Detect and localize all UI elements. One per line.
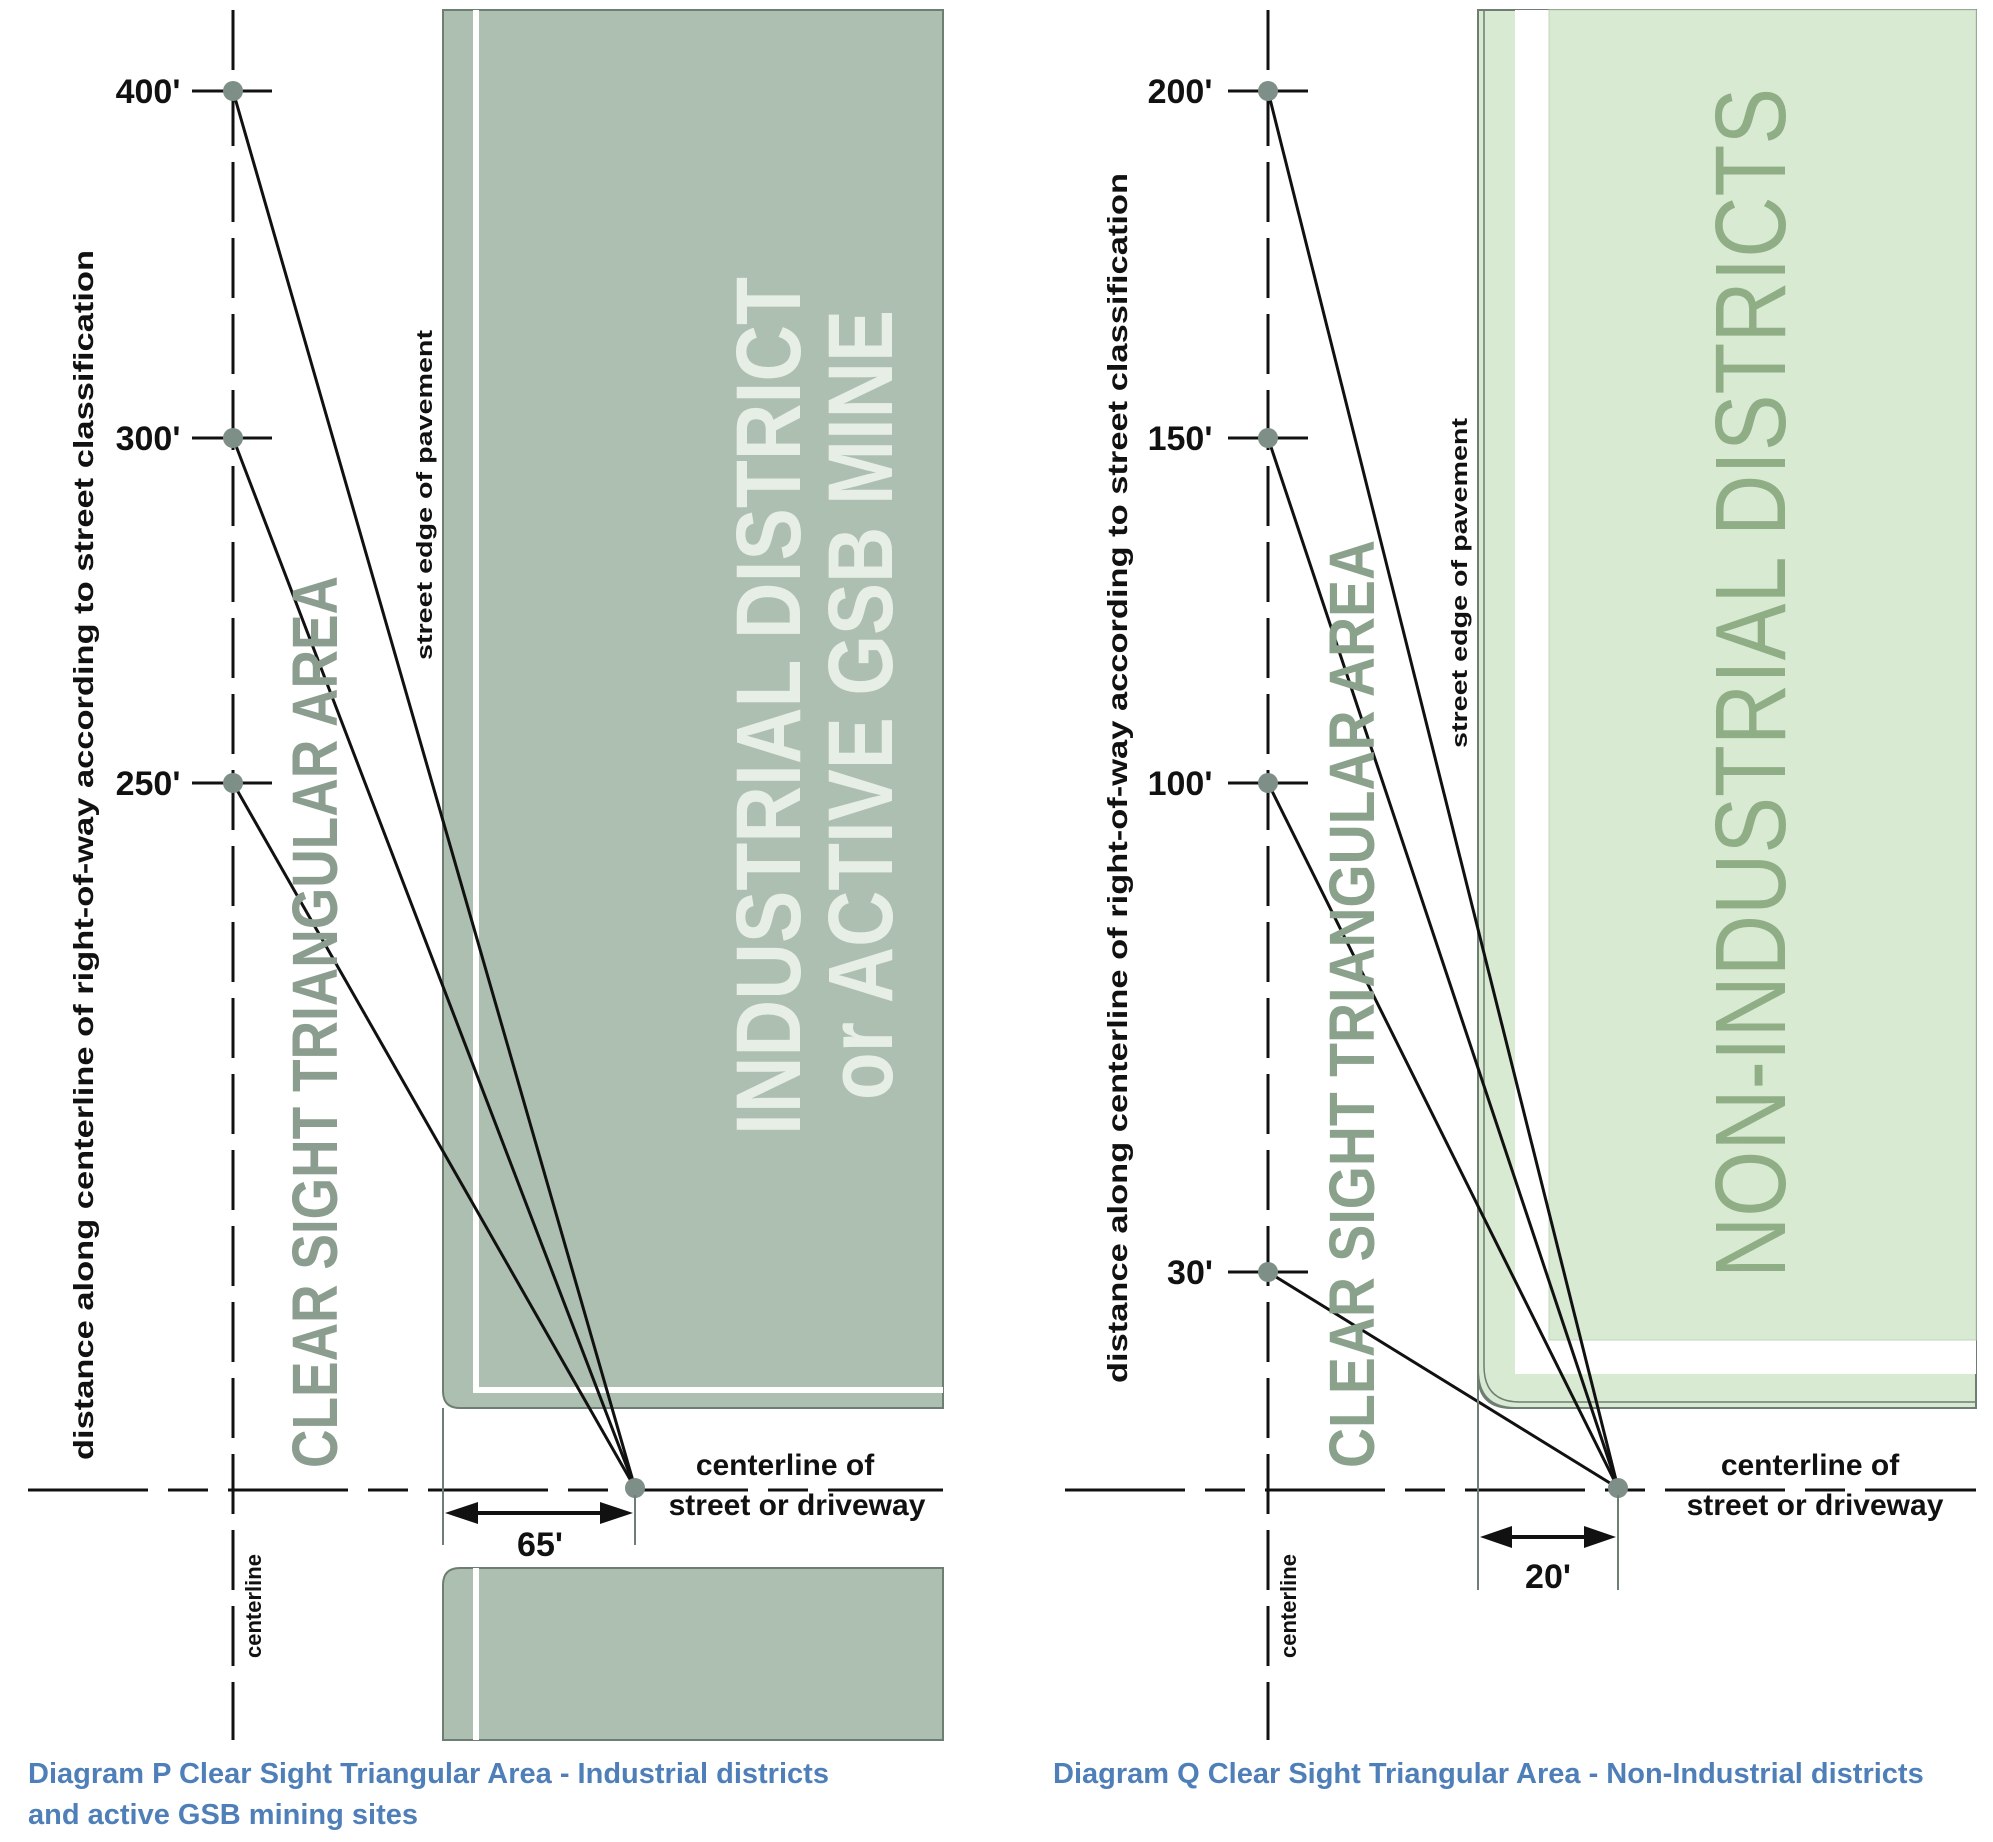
street-label-p-line1: centerline of — [696, 1449, 875, 1482]
vertex-dot-150 — [1258, 428, 1278, 448]
tick-label-30: 30' — [1167, 1254, 1213, 1292]
diagram-p: 400' 300' 250' distance along centerline… — [28, 9, 944, 1741]
axis-label-q: distance along centerline of right-of-wa… — [1102, 173, 1133, 1383]
district-label-p-line2: or ACTIVE GSB MINE — [810, 310, 912, 1100]
pavement-label-q: street edge of pavement — [1447, 417, 1472, 748]
clear-sight-label-p: CLEAR SIGHT TRIANGULAR AREA — [279, 576, 351, 1468]
vertex-dot-250 — [223, 773, 243, 793]
caption-p-line2: and active GSB mining sites — [28, 1799, 418, 1831]
industrial-block-lower — [442, 1567, 944, 1741]
sight-line-150 — [1266, 437, 1620, 1489]
industrial-block-upper — [442, 9, 944, 1409]
centerline-label-p: centerline — [241, 1554, 266, 1658]
tick-label-250: 250' — [116, 765, 181, 803]
clear-sight-label-q: CLEAR SIGHT TRIANGULAR AREA — [1316, 540, 1388, 1468]
street-label-p-line2: street or driveway — [669, 1489, 926, 1522]
tick-label-200: 200' — [1148, 73, 1213, 111]
non-industrial-inner-block — [1548, 9, 1977, 1341]
district-label-q: NON-INDUSTRIAL DISTRICTS — [1695, 88, 1807, 1278]
diagram-q: 200' 150' 100' 30' distance along center… — [1065, 9, 1977, 1740]
pavement-edge-line-p — [473, 10, 943, 1393]
dimension-label-p: 65' — [517, 1526, 563, 1564]
district-label-p-line1: INDUSTRIAL DISTRICT — [718, 277, 820, 1135]
vertex-dot-30 — [1258, 1262, 1278, 1282]
tick-label-150: 150' — [1148, 420, 1213, 458]
sight-line-30 — [1267, 1270, 1619, 1490]
dimension-arrow-left-p — [445, 1502, 478, 1524]
sight-line-250 — [231, 782, 637, 1489]
white-strip-vertical-q — [1515, 10, 1549, 1340]
street-label-q-line2: street or driveway — [1687, 1489, 1944, 1522]
centerline-label-q: centerline — [1276, 1554, 1301, 1658]
tick-label-100: 100' — [1148, 765, 1213, 803]
caption-diagram-q: Diagram Q Clear Sight Triangular Area - … — [1053, 1754, 1983, 1795]
tick-label-400: 400' — [116, 73, 181, 111]
sight-line-100 — [1266, 782, 1620, 1489]
dimension-arrow-left-q — [1480, 1526, 1512, 1548]
dimension-arrow-right-q — [1584, 1526, 1616, 1548]
pavement-edge-curve-q-inner — [1483, 10, 1976, 1403]
tick-label-300: 300' — [116, 420, 181, 458]
axis-label-p: distance along centerline of right-of-wa… — [68, 250, 99, 1460]
sight-line-300 — [231, 437, 637, 1489]
sight-line-200 — [1266, 90, 1620, 1489]
white-corner-q — [1515, 1340, 1549, 1374]
vertex-dot-100 — [1258, 773, 1278, 793]
vertex-dot-300 — [223, 428, 243, 448]
vertex-dot-400 — [223, 81, 243, 101]
pavement-label-p: street edge of pavement — [412, 329, 437, 660]
street-label-q-line1: centerline of — [1721, 1449, 1900, 1482]
dimension-arrow-right-p — [600, 1502, 633, 1524]
sight-line-400 — [231, 90, 637, 1489]
white-strip-horizontal-q — [1549, 1340, 1976, 1374]
vertex-dot-corner-q — [1608, 1478, 1628, 1498]
vertex-dot-corner-p — [625, 1478, 645, 1498]
caption-diagram-p: Diagram P Clear Sight Triangular Area - … — [28, 1754, 928, 1836]
dimension-label-q: 20' — [1525, 1558, 1571, 1596]
vertex-dot-200 — [1258, 81, 1278, 101]
caption-q-line1: Diagram Q Clear Sight Triangular Area - … — [1053, 1758, 1924, 1790]
caption-p-line1: Diagram P Clear Sight Triangular Area - … — [28, 1758, 829, 1790]
